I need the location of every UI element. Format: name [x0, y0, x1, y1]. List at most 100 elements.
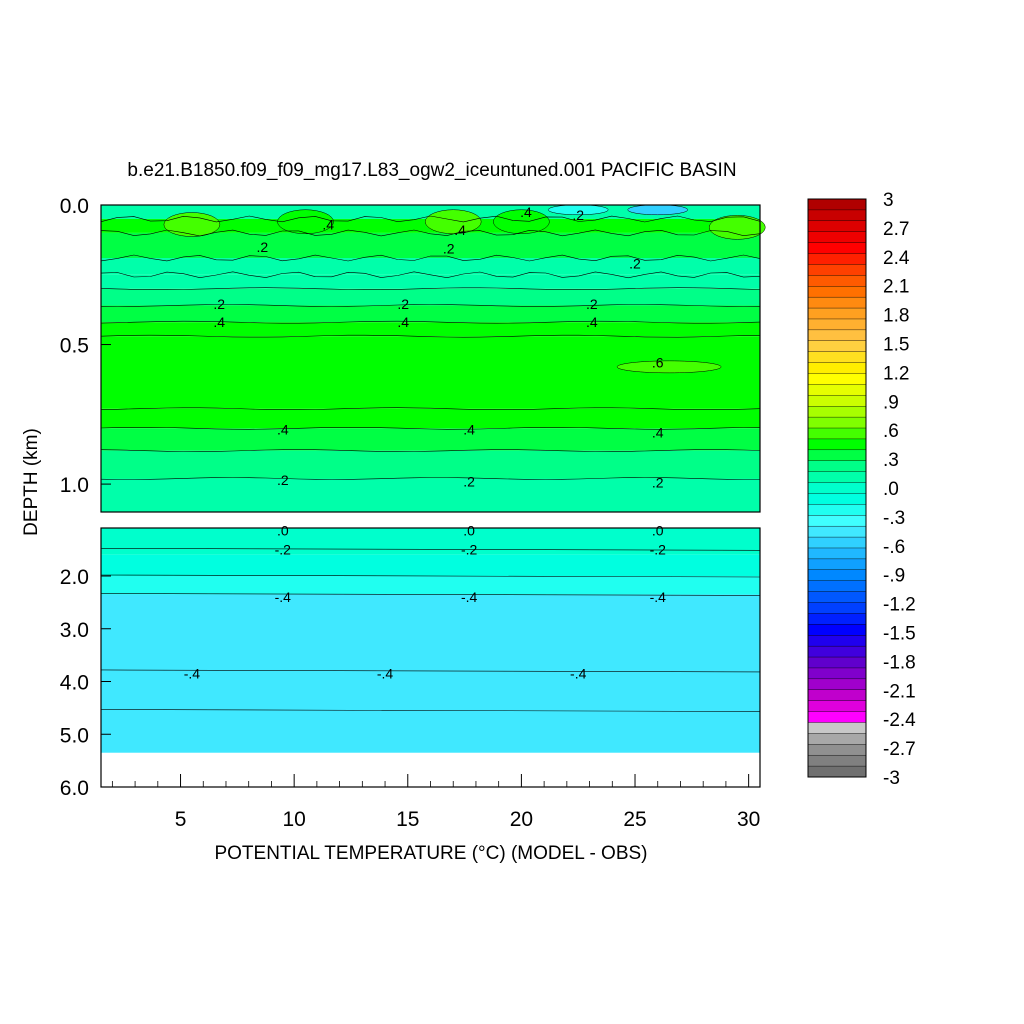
colorbar-box [807, 536, 867, 549]
contour-line [100, 669, 761, 673]
colorbar-tick-label: -2.4 [883, 710, 916, 731]
colorbar-box [807, 340, 867, 353]
colorbar-box [807, 329, 867, 342]
contour-label: -.4 [570, 666, 587, 682]
upper-panel-frame [100, 204, 761, 513]
colorbar-box [807, 416, 867, 429]
colorbar-box [807, 733, 867, 745]
contour-label: .0 [277, 523, 289, 539]
colorbar-frame [807, 198, 867, 778]
colorbar-tick-label: -3 [883, 768, 900, 789]
y-tick-label: 0.0 [60, 195, 89, 218]
colorbar-box [807, 242, 867, 255]
colorbar-box [807, 220, 867, 233]
colorbar-tick-label: .9 [883, 392, 899, 413]
contour-label: .4 [397, 314, 409, 330]
colorbar-tick-label: -1.5 [883, 624, 916, 645]
x-tick-label: 5 [175, 808, 187, 831]
contour-label: .2 [397, 296, 409, 312]
depth-band-upper [101, 305, 760, 323]
contour-label: -.2 [650, 541, 667, 557]
contour-label: .2 [443, 240, 455, 256]
colorbar-box [807, 754, 867, 767]
contour-label: .4 [463, 422, 475, 438]
depth-band-upper [101, 428, 760, 451]
colorbar-box [807, 700, 867, 713]
contour-line [100, 215, 761, 223]
colorbar-box [807, 525, 867, 538]
colorbar-tick-label: -.9 [883, 566, 905, 587]
contour-line [100, 254, 761, 262]
colorbar-box [807, 384, 867, 396]
colorbar-box [807, 264, 867, 276]
colorbar-box [807, 569, 867, 582]
colorbar-box [807, 318, 867, 331]
depth-band-upper [101, 274, 760, 289]
y-tick-label: 6.0 [60, 777, 89, 800]
colorbar-box [807, 438, 867, 451]
colorbar-box [807, 406, 867, 418]
contour-line [100, 334, 761, 338]
colorbar-box [807, 635, 867, 647]
contour-line [100, 407, 761, 411]
y-tick-label: 1.0 [60, 474, 89, 497]
depth-band-upper [101, 288, 760, 306]
colorbar-box [807, 231, 867, 244]
contour-label: -.4 [650, 589, 667, 605]
depth-band-lower [101, 576, 760, 595]
colorbar-box [807, 198, 867, 211]
y-tick-label: 5.0 [60, 724, 89, 747]
depth-band-upper [101, 478, 760, 512]
contour-label: .2 [213, 296, 225, 312]
contour-label: -.4 [377, 666, 394, 682]
x-axis-label: POTENTIAL TEMPERATURE (°C) (MODEL - OBS) [214, 843, 647, 864]
colorbar-tick-label: -.6 [883, 537, 905, 558]
depth-band-upper [101, 450, 760, 479]
colorbar-tick-label: 2.4 [883, 248, 910, 269]
colorbar-tick-label: .3 [883, 450, 899, 471]
colorbar-tick-label: -.3 [883, 508, 905, 529]
depth-band-lower [101, 594, 760, 753]
contour-label: .4 [322, 217, 334, 233]
colorbar-box [807, 580, 867, 593]
colorbar-box [807, 656, 867, 669]
colorbar-box [807, 689, 867, 702]
colorbar-tick-label: 2.7 [883, 219, 909, 240]
lower-panel: .0 .0 .0 -.2 -.2 -.2 -.4 -.4 -.4 -.4 -.4 -.4 2.0 3.0… [60, 523, 761, 800]
y-axis-label: DEPTH (km) [21, 428, 42, 536]
y-tick-label: 0.5 [60, 335, 89, 358]
colorbar-box [807, 765, 867, 778]
contour-line [100, 426, 761, 430]
colorbar-tick-label: .6 [883, 421, 899, 442]
contour-label: .2 [629, 256, 641, 272]
depth-band-upper [101, 232, 760, 259]
contour-label: .4 [277, 422, 289, 438]
colorbar-tick-label: 1.8 [883, 306, 909, 327]
colorbar-box [807, 558, 867, 571]
y-tick-label: 2.0 [60, 566, 89, 589]
contour-line [100, 709, 761, 712]
contour-line [100, 304, 761, 307]
warm-spot [493, 209, 550, 234]
colorbar-box [807, 504, 867, 516]
contour-label: .4 [652, 424, 664, 440]
colorbar-box [807, 624, 867, 636]
contour-line [100, 229, 761, 237]
contour-line [100, 574, 761, 578]
colorbar-box [807, 209, 867, 222]
contour-line [100, 320, 761, 324]
contour-label: .4 [454, 222, 466, 238]
colorbar-box [807, 711, 867, 723]
contour-label: .2 [572, 207, 584, 223]
contour-label: -.2 [461, 541, 478, 557]
colorbar-tick-label: -2.1 [883, 681, 916, 702]
x-tick-label: 10 [282, 808, 305, 831]
contour-label: .6 [652, 355, 664, 371]
colorbar-box [807, 307, 867, 320]
contour-label: .2 [463, 473, 475, 489]
contour-line [100, 593, 761, 596]
warm-spot [277, 209, 334, 234]
colorbar-box [807, 471, 867, 484]
contour-label: .2 [277, 472, 289, 488]
